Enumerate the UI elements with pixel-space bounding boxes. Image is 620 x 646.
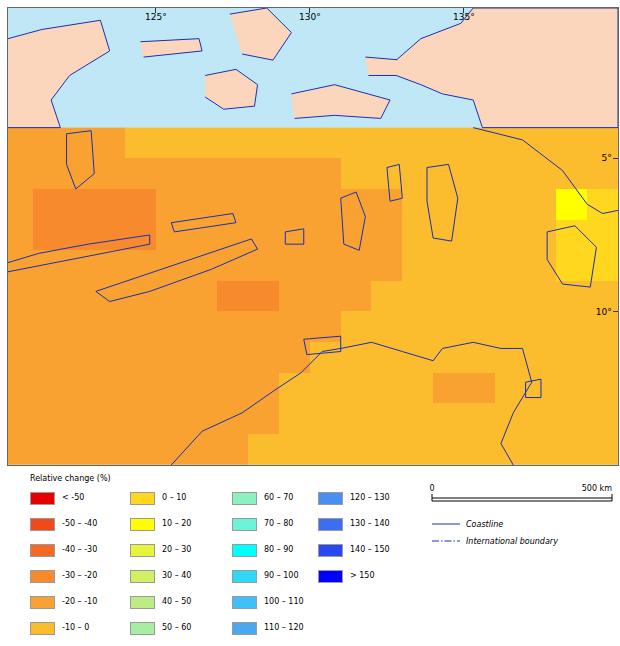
svg-text:130°: 130° [299, 13, 321, 23]
html-text:120 – 130: 120 – 130 [350, 493, 390, 502]
html-text:80 – 90: 80 – 90 [264, 545, 294, 554]
html-text:40 – 50: 40 – 50 [162, 597, 192, 606]
html-text:-50 – -40: -50 – -40 [62, 519, 98, 528]
svg-text:125°: 125° [145, 13, 167, 23]
html-text:-30 – -20: -30 – -20 [62, 571, 98, 580]
html-text:< -50: < -50 [62, 493, 85, 502]
svg-text:10°: 10° [596, 307, 612, 317]
html-text:-10 – 0: -10 – 0 [62, 623, 90, 632]
svg-text:0: 0 [429, 484, 434, 493]
html-text:60 – 70: 60 – 70 [264, 493, 294, 502]
html-text:130 – 140: 130 – 140 [350, 519, 390, 528]
html-text:100 – 110: 100 – 110 [264, 597, 304, 606]
html-text:0 – 10: 0 – 10 [162, 493, 187, 502]
html-text:Relative change (%): Relative change (%) [30, 474, 111, 483]
svg-text:International boundary: International boundary [466, 537, 558, 546]
html-text:20 – 30: 20 – 30 [162, 545, 192, 554]
html-text:> 150: > 150 [350, 571, 375, 580]
html-text:110 – 120: 110 – 120 [264, 623, 304, 632]
html-text:30 – 40: 30 – 40 [162, 571, 192, 580]
html-text:-40 – -30: -40 – -30 [62, 545, 98, 554]
html-text:-20 – -10: -20 – -10 [62, 597, 98, 606]
svg-text:135°: 135° [453, 13, 475, 23]
svg-text:Coastline: Coastline [466, 520, 503, 529]
svg-text:5°: 5° [602, 153, 612, 163]
html-text:10 – 20: 10 – 20 [162, 519, 192, 528]
html-text:50 – 60: 50 – 60 [162, 623, 192, 632]
svg-text:500 km: 500 km [582, 484, 612, 493]
html-text:140 – 150: 140 – 150 [350, 545, 390, 554]
html-text:90 – 100: 90 – 100 [264, 571, 299, 580]
html-text:70 – 80: 70 – 80 [264, 519, 294, 528]
